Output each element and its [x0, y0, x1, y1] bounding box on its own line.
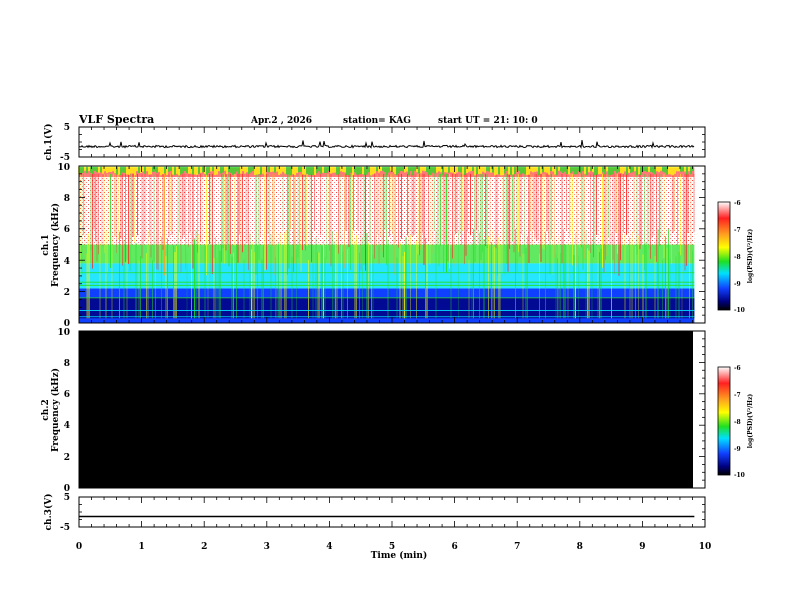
ch1-cb-tick-9: -9 — [734, 281, 741, 288]
ch1-ytick-bottom: -5 — [60, 153, 70, 163]
ch1-spectrogram-yticks: 0 2 4 6 8 10 — [57, 163, 70, 329]
ch2-colorbar — [717, 366, 731, 476]
ch1-ytick-4: 4 — [64, 257, 70, 267]
ch2-cb-tick-9: -9 — [734, 446, 741, 453]
ch3-waveform-panel: 5 -5 ch.3(V) — [43, 493, 706, 533]
ch3-ytick-top: 5 — [64, 493, 70, 503]
ch2-cb-tick-6: -6 — [734, 365, 741, 372]
ch1-ytick-8: 8 — [64, 194, 70, 204]
x-tick-label: 7 — [514, 542, 520, 552]
spectrogram-band — [79, 297, 695, 319]
ch1-waveform-panel: 5 -5 ch.1(V) — [43, 123, 706, 163]
ch1-ytick-2: 2 — [64, 288, 70, 298]
ch3-waveform-ylabel: ch.3(V) — [43, 494, 54, 531]
ch2-cb-tick-7: -7 — [734, 392, 741, 399]
spectrogram-band — [79, 263, 695, 289]
header-date: Apr.2 , 2026 — [250, 116, 312, 126]
ch2-spectrogram-image — [79, 331, 693, 488]
ch2-spectrogram-panel: 0 2 4 6 8 10 ch.2 Frequency (kHz) -6 -7 … — [41, 328, 754, 494]
ch1-waveform-line — [79, 140, 695, 149]
ch2-cb-tick-8: -8 — [734, 419, 741, 426]
x-axis-label: Time (min) — [371, 550, 428, 561]
ch3-ytick-bottom: -5 — [60, 523, 70, 533]
ch2-cb-tick-10: -10 — [734, 472, 745, 479]
x-axis-tick-labels: 0 1 2 3 4 5 6 7 8 9 10 — [76, 542, 711, 552]
figure-title: VLF Spectra — [78, 113, 154, 126]
ch1-colorbar-label: log(PSD)(V²/Hz) — [747, 229, 754, 284]
header-station: station= KAG — [343, 116, 411, 126]
ch2-ytick-0: 0 — [64, 484, 70, 494]
ch1-waveform-ylabel: ch.1(V) — [43, 124, 54, 161]
ch2-ytick-4: 4 — [64, 421, 70, 431]
ch1-spectrogram-channel-label: ch.1 — [41, 234, 51, 255]
x-tick-label: 5 — [389, 542, 395, 552]
ch1-cb-tick-7: -7 — [734, 227, 741, 234]
ch2-spectrogram-ylabel: Frequency (kHz) — [50, 368, 61, 452]
ch2-ytick-8: 8 — [64, 359, 70, 369]
x-tick-label: 8 — [577, 542, 583, 552]
ch2-colorbar-label: log(PSD)(V²/Hz) — [747, 394, 754, 449]
time-axis-ticks — [78, 126, 706, 528]
ch1-ytick-0: 0 — [64, 319, 70, 329]
ch1-ytick-top: 5 — [64, 123, 70, 133]
x-tick-label: 0 — [76, 542, 82, 552]
ch1-colorbar — [717, 201, 731, 311]
ch2-ytick-2: 2 — [64, 453, 70, 463]
x-tick-label: 6 — [451, 542, 457, 552]
x-tick-label: 1 — [138, 542, 144, 552]
ch1-cb-tick-10: -10 — [734, 307, 745, 314]
ch1-spectrogram-image — [78, 166, 695, 323]
ch2-ytick-10: 10 — [57, 328, 70, 338]
ch2-ytick-6: 6 — [64, 390, 70, 400]
ch1-spectrogram-ylabel: Frequency (kHz) — [50, 203, 61, 287]
x-tick-label: 4 — [326, 542, 332, 552]
x-tick-label: 3 — [264, 542, 270, 552]
x-tick-label: 9 — [639, 542, 645, 552]
header-start-ut: start UT = 21: 10: 0 — [438, 116, 538, 126]
ch1-spectrogram-panel: 0 2 4 6 8 10 ch.1 Frequency (kHz) -6 -7 … — [41, 163, 754, 329]
x-tick-label: 10 — [699, 542, 712, 552]
ch1-ytick-10: 10 — [57, 163, 70, 173]
ch1-ytick-6: 6 — [64, 225, 70, 235]
ch1-cb-tick-6: -6 — [734, 200, 741, 207]
ch1-cb-tick-8: -8 — [734, 254, 741, 261]
ch2-spectrogram-channel-label: ch.2 — [41, 399, 51, 420]
x-tick-label: 2 — [201, 542, 207, 552]
